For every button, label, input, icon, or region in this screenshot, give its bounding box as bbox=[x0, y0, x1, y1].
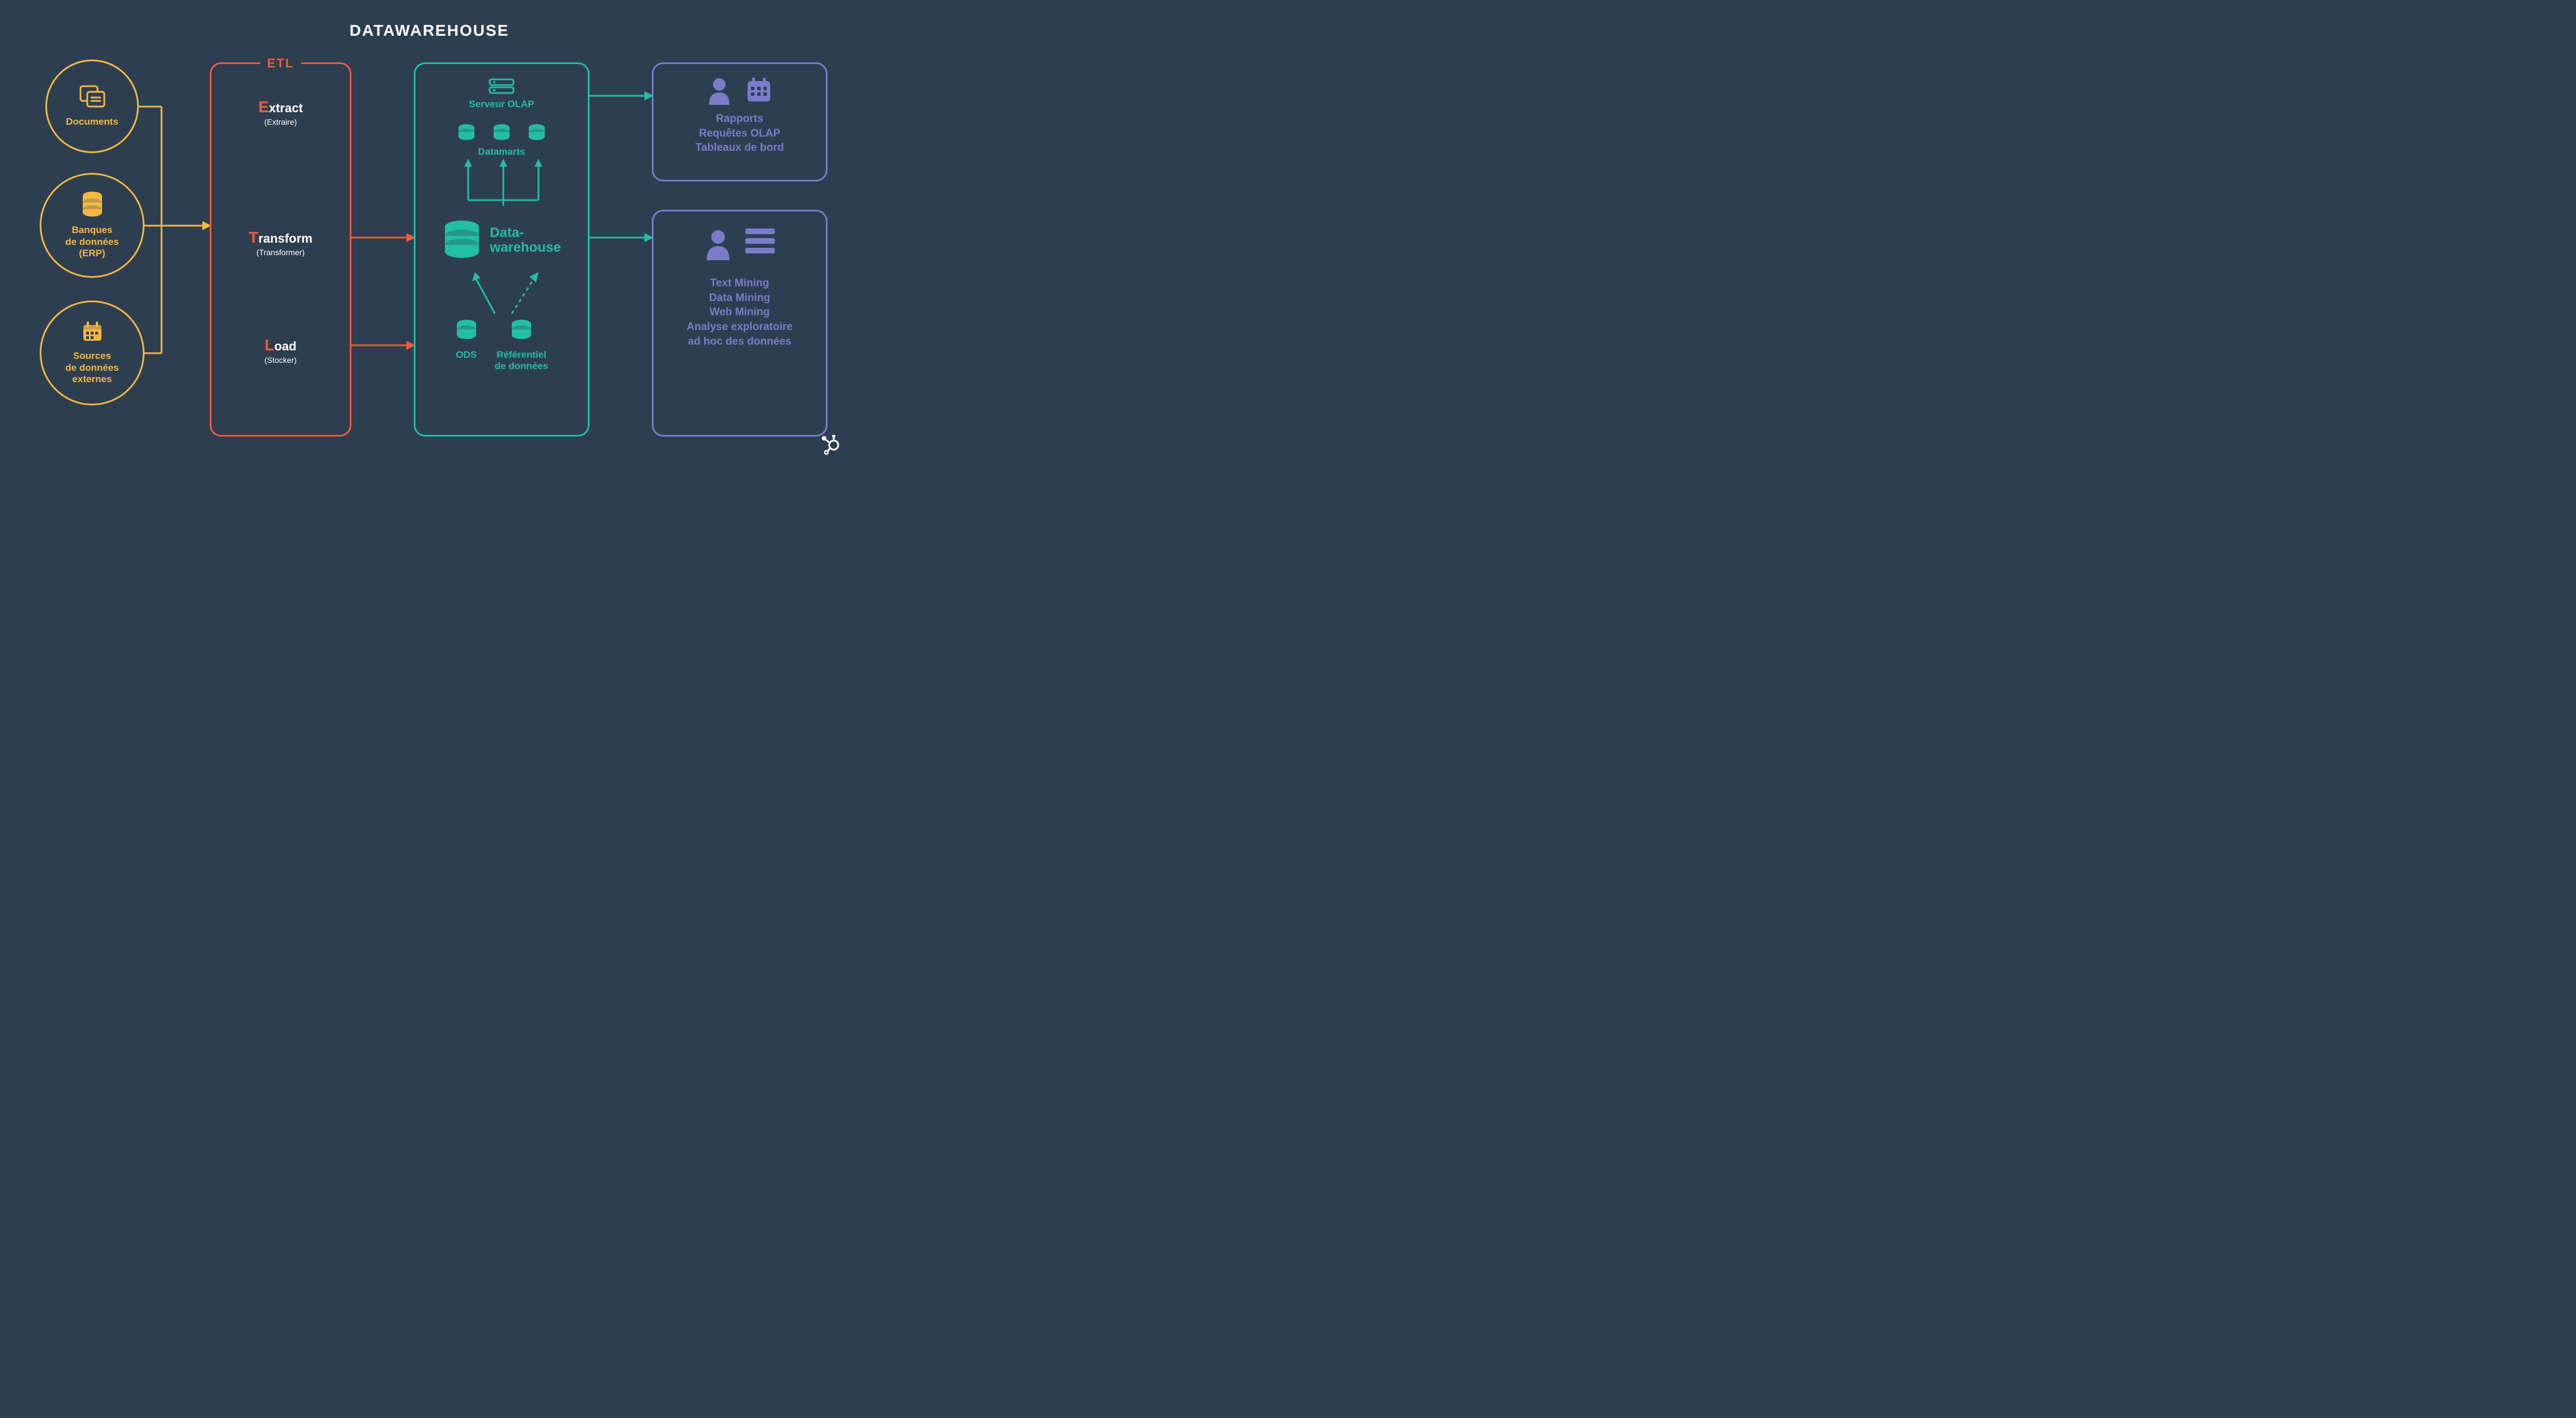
large-db-icon bbox=[442, 220, 482, 261]
ref-db-icon bbox=[510, 319, 533, 343]
database-icon bbox=[81, 191, 104, 220]
etl-sub: (Stocker) bbox=[211, 355, 350, 365]
etl-rest: xtract bbox=[269, 101, 303, 115]
ref-label: Référentiel de données bbox=[495, 349, 548, 373]
calendar-grid-icon bbox=[745, 77, 773, 104]
source-label: Banques de données (ERP) bbox=[65, 225, 118, 259]
etl-title: ETL bbox=[260, 56, 301, 71]
etl-arrow-2 bbox=[351, 340, 417, 350]
ods-db-icon bbox=[455, 319, 478, 343]
etl-load: Load (Stocker) bbox=[211, 336, 350, 365]
etl-sub: (Transformer) bbox=[211, 248, 350, 257]
hubspot-logo-icon bbox=[821, 435, 842, 458]
warehouse-box: Serveur OLAP Datamarts Data- bbox=[414, 62, 589, 437]
documents-icon bbox=[79, 85, 105, 112]
wh-to-datamarts-arrows bbox=[458, 158, 549, 206]
ods-section: ODS Référentiel de données bbox=[415, 319, 588, 373]
source-documents: Documents bbox=[45, 60, 139, 153]
wh-main-label-2: warehouse bbox=[490, 240, 561, 255]
etl-first-letter: L bbox=[265, 336, 274, 354]
source-label: Documents bbox=[66, 116, 118, 128]
wh-out-arrow-2 bbox=[589, 232, 655, 243]
output-mining-box: Text Mining Data Mining Web Mining Analy… bbox=[652, 210, 827, 437]
olap-server: Serveur OLAP bbox=[415, 78, 588, 110]
olap-label: Serveur OLAP bbox=[415, 99, 588, 110]
wh-out-arrow-1 bbox=[589, 91, 655, 101]
etl-arrow-1 bbox=[351, 232, 417, 243]
etl-box: E T L Extract (Extraire) Transform (Transf… bbox=[210, 62, 351, 437]
etl-sub: (Extraire) bbox=[211, 117, 350, 126]
source-external: Sources de données externes bbox=[40, 300, 145, 405]
user-icon bbox=[707, 77, 732, 105]
list-icon bbox=[745, 228, 775, 253]
output-mining-text: Text Mining Data Mining Web Mining Analy… bbox=[653, 276, 826, 349]
ods-arrows bbox=[469, 271, 543, 319]
sources-connector bbox=[139, 105, 213, 354]
etl-rest: oad bbox=[274, 339, 296, 353]
output-reports-text: Rapports Requêtes OLAP Tableaux de bord bbox=[653, 112, 826, 155]
source-label: Sources de données externes bbox=[65, 350, 118, 385]
server-icon bbox=[489, 78, 515, 95]
source-erp: Banques de données (ERP) bbox=[40, 173, 145, 278]
datamart-db-icon bbox=[492, 124, 511, 143]
ods-label: ODS bbox=[455, 349, 478, 361]
etl-rest: ransform bbox=[258, 231, 312, 245]
calendar-icon bbox=[81, 320, 104, 346]
etl-transform: Transform (Transformer) bbox=[211, 228, 350, 257]
etl-first-letter: T bbox=[249, 228, 258, 246]
output-reports-box: Rapports Requêtes OLAP Tableaux de bord bbox=[652, 62, 827, 181]
datamart-db-icon bbox=[457, 124, 476, 143]
diagram-title: DATAWAREHOUSE bbox=[0, 22, 859, 40]
datawarehouse-main: Data- warehouse bbox=[415, 220, 588, 261]
etl-first-letter: E bbox=[258, 98, 269, 116]
datamarts-label: Datamarts bbox=[415, 146, 588, 158]
wh-main-label-1: Data- bbox=[490, 226, 561, 240]
etl-extract: Extract (Extraire) bbox=[211, 98, 350, 126]
user-icon bbox=[705, 228, 732, 260]
datamarts: Datamarts bbox=[415, 124, 588, 158]
datamart-db-icon bbox=[527, 124, 546, 143]
